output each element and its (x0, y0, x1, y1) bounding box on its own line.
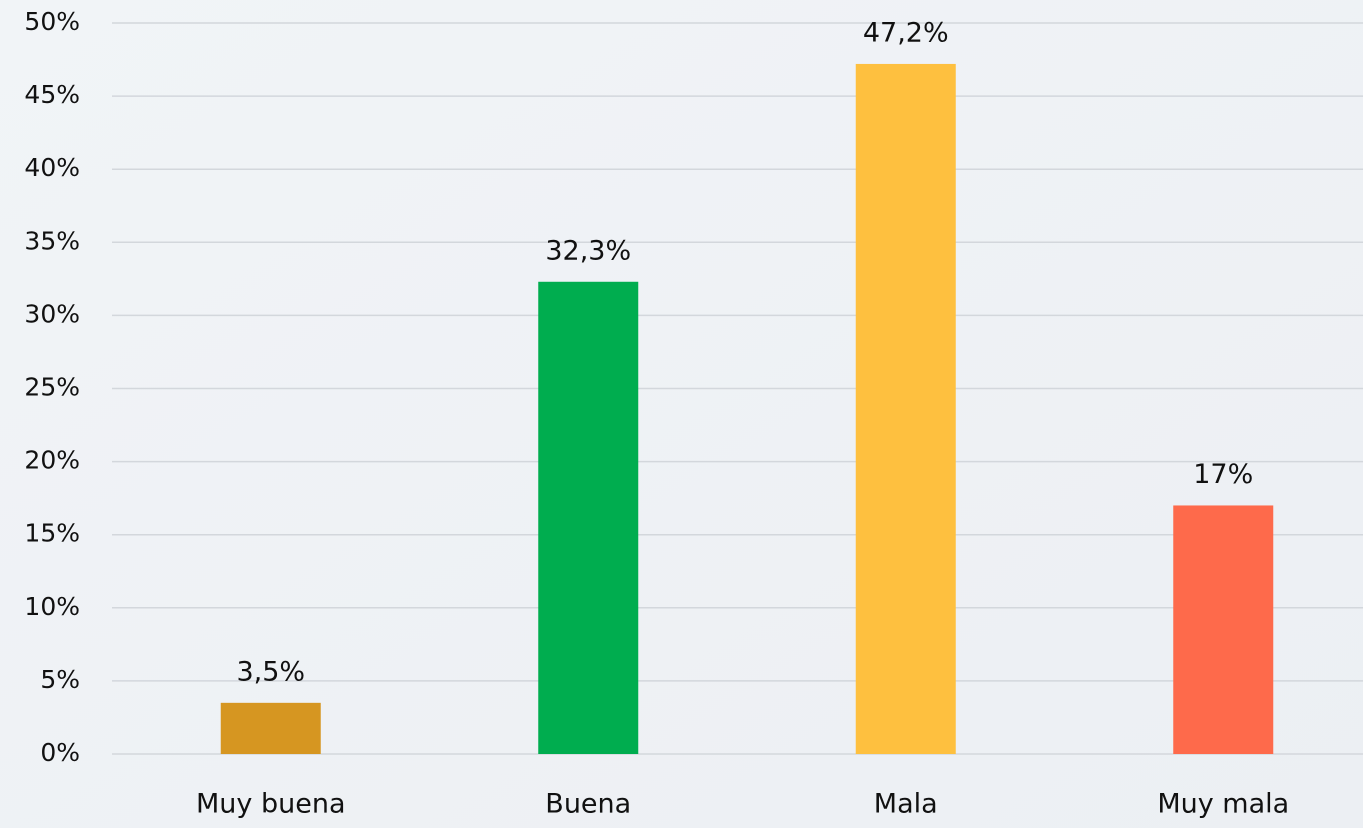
bar (538, 281, 639, 754)
y-tick-label: 25% (24, 373, 80, 402)
y-tick-label: 45% (24, 80, 80, 109)
value-label: 47,2% (863, 17, 949, 48)
value-label: 32,3% (545, 235, 631, 266)
value-label: 17% (1193, 459, 1253, 490)
y-tick-label: 20% (24, 446, 80, 475)
bar (1173, 505, 1274, 754)
y-tick-label: 0% (40, 738, 80, 767)
y-tick-label: 5% (40, 665, 80, 694)
y-tick-label: 35% (24, 226, 80, 255)
y-tick-label: 10% (24, 592, 80, 621)
bar (220, 702, 321, 754)
x-tick-label: Mala (874, 789, 938, 820)
x-tick-label: Muy buena (196, 789, 346, 820)
y-tick-label: 30% (24, 299, 80, 328)
value-label: 3,5% (236, 656, 305, 687)
x-tick-label: Muy mala (1157, 789, 1289, 820)
y-tick-label: 15% (24, 519, 80, 548)
y-tick-label: 40% (24, 153, 80, 182)
bar (855, 63, 956, 755)
x-tick-label: Buena (545, 789, 631, 820)
y-tick-label: 50% (24, 7, 80, 36)
